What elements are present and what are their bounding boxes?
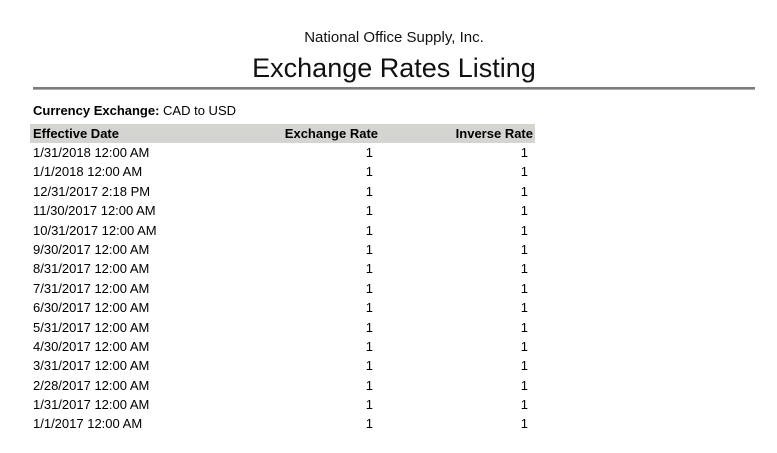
exchange-rate-cell: 1 — [365, 183, 373, 199]
inverse-rate-cell: 1 — [520, 377, 528, 393]
table-row: 4/30/2017 12:00 AM 1 1 — [30, 336, 535, 357]
exchange-rate-cell: 1 — [365, 241, 373, 257]
exchange-rate-cell: 1 — [365, 338, 373, 354]
table-row: 1/31/2017 12:00 AM 1 1 — [30, 395, 535, 415]
effective-date-cell: 12/31/2017 2:18 PM — [33, 183, 151, 199]
effective-date-cell: 2/28/2017 12:00 AM — [33, 377, 150, 393]
inverse-rate-cell: 1 — [520, 416, 528, 432]
effective-date-cell: 1/31/2017 12:00 AM — [33, 397, 150, 413]
exchange-rates-table: Effective Date Exchange Rate Inverse Rat… — [30, 124, 535, 434]
inverse-rate-cell: 1 — [520, 222, 528, 238]
report-title: Exchange Rates Listing — [252, 53, 536, 83]
exchange-rate-cell: 1 — [365, 358, 373, 374]
exchange-rate-cell: 1 — [365, 416, 373, 432]
effective-date-cell: 1/31/2018 12:00 AM — [33, 145, 150, 160]
filter-label: Currency Exchange: — [33, 103, 164, 118]
exchange-rate-cell: 1 — [365, 319, 373, 335]
table-row: 2/28/2017 12:00 AM 1 1 — [30, 375, 535, 396]
currency-exchange-filter: Currency Exchange: CAD to USD — [33, 102, 236, 119]
table-row: 1/1/2018 12:00 AM 1 1 — [30, 162, 535, 182]
inverse-rate-cell: 1 — [520, 261, 528, 277]
table-body: 1/31/2018 12:00 AM 1 1 1/1/2018 12:00 AM 1 1 1… — [30, 143, 535, 434]
inverse-rate-cell: 1 — [520, 358, 528, 374]
effective-date-cell: 6/30/2017 12:00 AM — [33, 300, 150, 316]
effective-date-cell: 7/31/2017 12:00 AM — [33, 280, 150, 296]
exchange-rate-cell: 1 — [365, 145, 373, 160]
effective-date-cell: 10/31/2017 12:00 AM — [33, 222, 157, 238]
column-header-effective-date: Effective Date — [33, 126, 119, 141]
exchange-rate-cell: 1 — [365, 397, 373, 413]
inverse-rate-cell: 1 — [520, 241, 528, 257]
table-row: 9/30/2017 12:00 AM 1 1 — [30, 239, 535, 260]
effective-date-cell: 8/31/2017 12:00 AM — [33, 261, 150, 277]
table-header-row: Effective Date Exchange Rate Inverse Rat… — [30, 124, 535, 143]
column-header-inverse-rate: Inverse Rate — [455, 126, 533, 141]
company-name: National Office Supply, Inc. — [304, 29, 484, 46]
effective-date-cell: 1/1/2017 12:00 AM — [33, 416, 143, 432]
effective-date-cell: 4/30/2017 12:00 AM — [33, 338, 150, 354]
exchange-rate-cell: 1 — [365, 222, 373, 238]
table-row: 11/30/2017 12:00 AM 1 1 — [30, 201, 535, 221]
inverse-rate-cell: 1 — [520, 338, 528, 354]
inverse-rate-cell: 1 — [520, 164, 528, 180]
table-row: 1/31/2018 12:00 AM 1 1 — [30, 143, 535, 163]
inverse-rate-cell: 1 — [520, 145, 528, 160]
effective-date-cell: 3/31/2017 12:00 AM — [33, 358, 150, 374]
table-row: 6/30/2017 12:00 AM 1 1 — [30, 298, 535, 318]
table-row: 1/1/2017 12:00 AM 1 1 — [30, 414, 535, 434]
inverse-rate-cell: 1 — [520, 319, 528, 335]
effective-date-cell: 9/30/2017 12:00 AM — [33, 241, 150, 257]
exchange-rate-cell: 1 — [365, 280, 373, 296]
inverse-rate-cell: 1 — [520, 183, 528, 199]
exchange-rate-cell: 1 — [365, 203, 373, 219]
effective-date-cell: 5/31/2017 12:00 AM — [33, 319, 150, 335]
inverse-rate-cell: 1 — [520, 397, 528, 413]
effective-date-cell: 1/1/2018 12:00 AM — [33, 164, 143, 180]
title-divider — [33, 87, 755, 90]
column-header-exchange-rate: Exchange Rate — [284, 126, 378, 141]
inverse-rate-cell: 1 — [520, 300, 528, 316]
exchange-rate-cell: 1 — [365, 164, 373, 180]
table-row: 12/31/2017 2:18 PM 1 1 — [30, 181, 535, 202]
effective-date-cell: 11/30/2017 12:00 AM — [33, 203, 156, 219]
filter-value: CAD to USD — [163, 103, 237, 118]
table-row: 3/31/2017 12:00 AM 1 1 — [30, 356, 535, 376]
exchange-rate-cell: 1 — [365, 261, 373, 277]
inverse-rate-cell: 1 — [520, 203, 528, 219]
table-row: 5/31/2017 12:00 AM 1 1 — [30, 317, 535, 337]
inverse-rate-cell: 1 — [520, 280, 528, 296]
exchange-rate-cell: 1 — [365, 377, 373, 393]
table-row: 10/31/2017 12:00 AM 1 1 — [30, 220, 535, 240]
exchange-rate-cell: 1 — [365, 300, 373, 316]
table-row: 8/31/2017 12:00 AM 1 1 — [30, 259, 535, 279]
table-row: 7/31/2017 12:00 AM 1 1 — [30, 278, 535, 299]
